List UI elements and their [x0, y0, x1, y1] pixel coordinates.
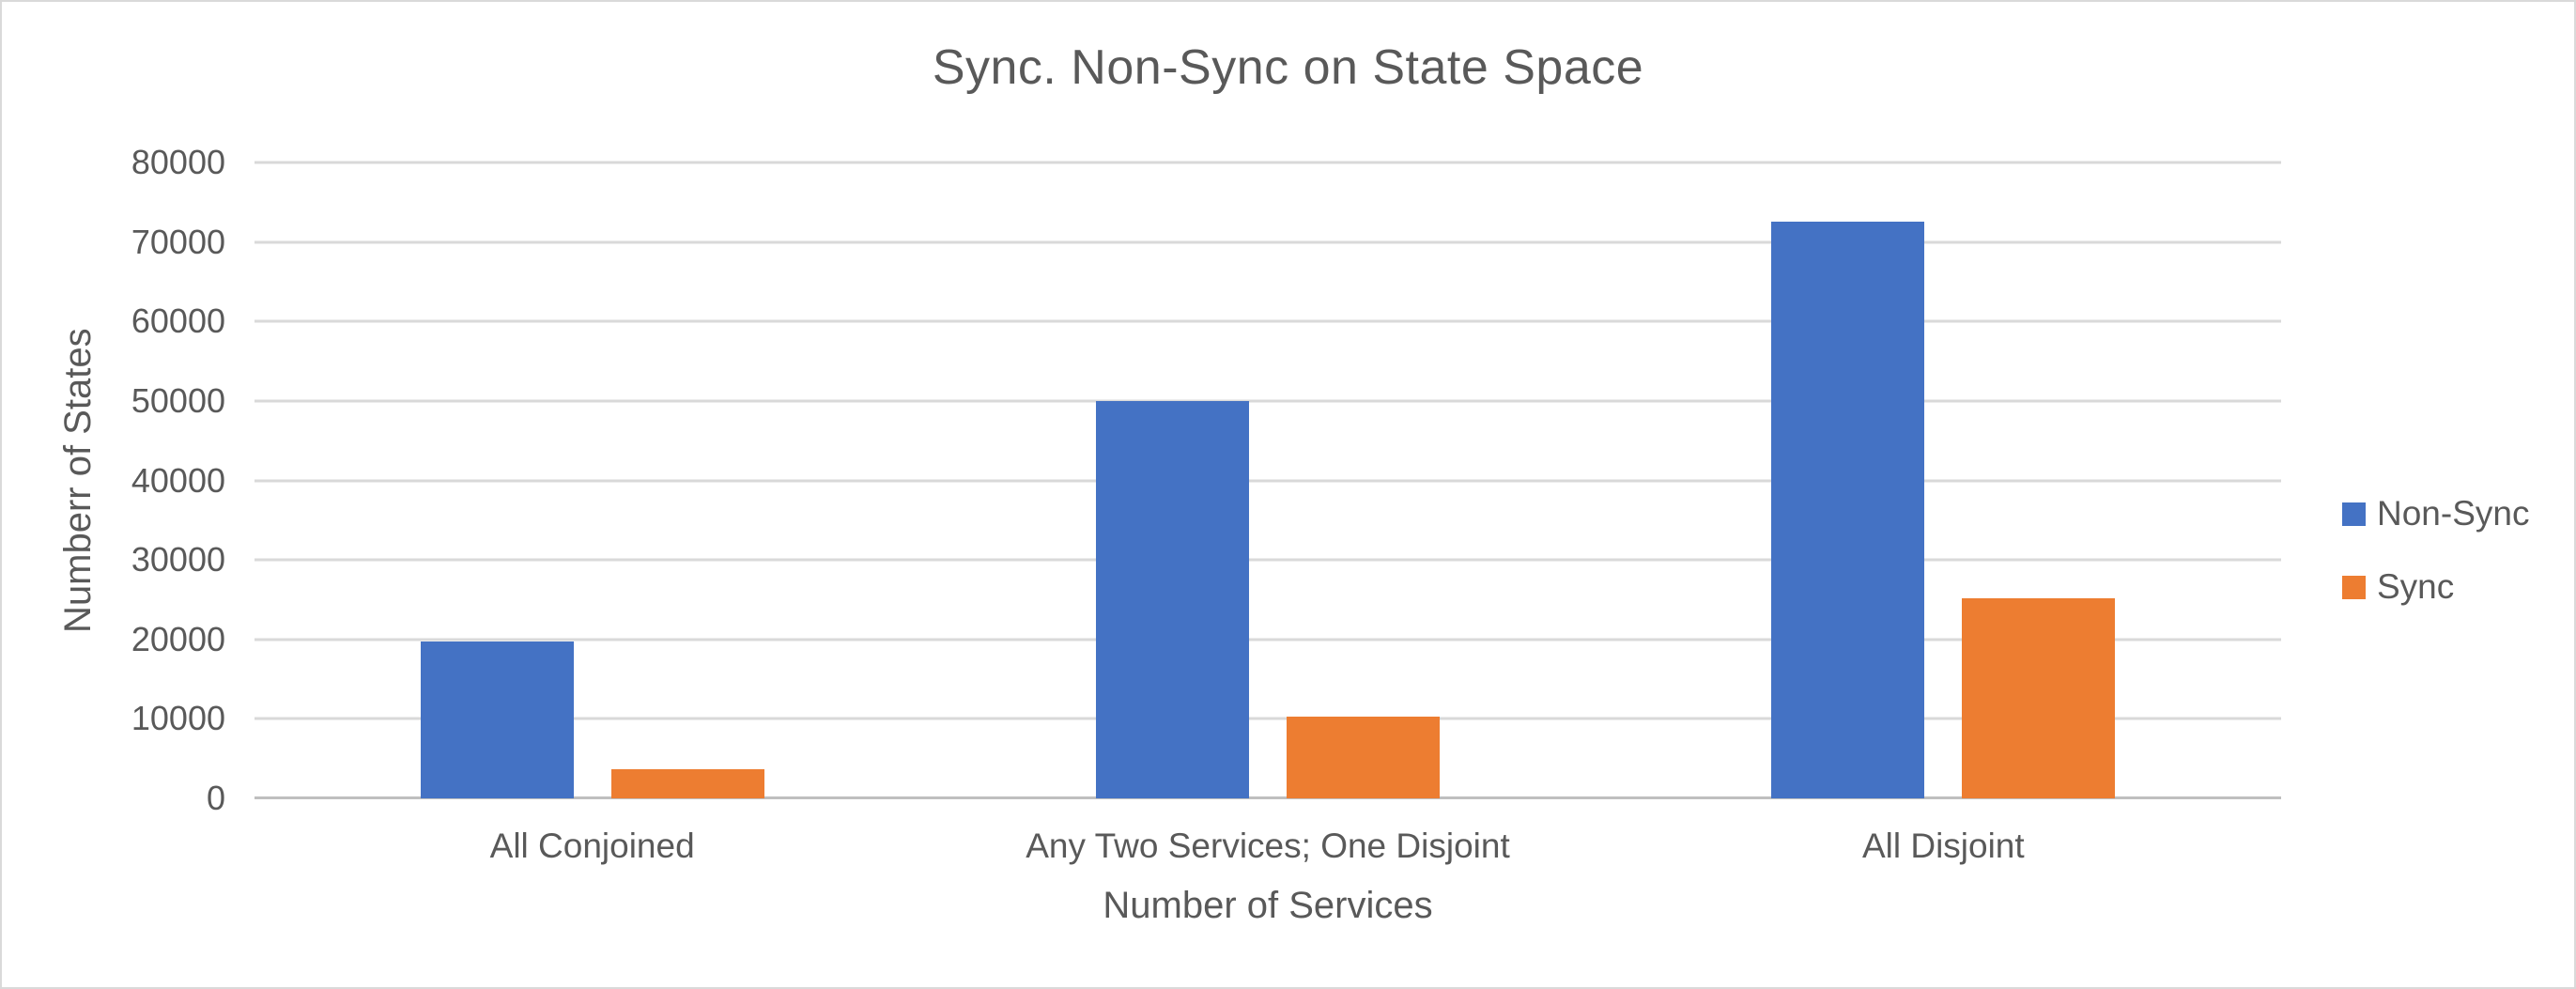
legend-entry-sync: Sync: [2342, 567, 2529, 607]
legend-color-swatch-sync: [2342, 575, 2366, 599]
gridline-80000: [255, 161, 2281, 164]
x-category-label-3: All Disjoint: [1861, 827, 2025, 865]
y-tick-label-80000: 80000: [131, 143, 225, 181]
legend-color-swatch-non-sync: [2342, 502, 2366, 526]
gridline-60000: [255, 319, 2281, 323]
gridline-70000: [255, 240, 2281, 244]
bar-non-sync-2: [1095, 400, 1249, 798]
legend-label-non-sync: Non-Sync: [2377, 494, 2530, 533]
y-tick-label-40000: 40000: [131, 460, 225, 500]
legend-label-sync: Sync: [2377, 567, 2455, 606]
bar-sync-1: [610, 768, 764, 798]
x-axis-category-labels: All Conjoined Any Two Services; One Disjo…: [255, 827, 2281, 866]
bar-group-2: [930, 162, 1605, 798]
y-tick-label-50000: 50000: [131, 380, 225, 420]
y-tick-label-0: 0: [206, 779, 225, 817]
legend-entry-non-sync: Non-Sync: [2342, 494, 2529, 533]
bar-group-1: [255, 162, 930, 798]
x-axis-line: [255, 796, 2281, 799]
bar-group-3: [1606, 162, 2281, 798]
gridline-20000: [255, 638, 2281, 641]
y-tick-label-20000: 20000: [131, 619, 225, 658]
bar-non-sync-1: [420, 641, 574, 798]
gridline-50000: [255, 399, 2281, 403]
bar-sync-3: [1962, 597, 2116, 798]
gridline-40000: [255, 479, 2281, 482]
x-category-label-2: Any Two Services; One Disjoint: [1026, 827, 1510, 865]
y-tick-label-30000: 30000: [131, 540, 225, 579]
gridline-10000: [255, 717, 2281, 720]
gridline-30000: [255, 558, 2281, 562]
legend: Non-Sync Sync: [2342, 494, 2529, 607]
y-tick-label-70000: 70000: [131, 222, 225, 261]
y-axis-tick-labels: 0 10000 20000 30000 40000 50000 60000 70000 8000…: [2, 143, 225, 817]
bar-non-sync-3: [1771, 222, 1925, 798]
x-axis-title: Number of Services: [1103, 885, 1433, 926]
chart-title: Sync. Non-Sync on State Space: [932, 40, 1644, 95]
plot-area: [255, 161, 2281, 799]
x-category-label-1: All Conjoined: [489, 827, 695, 865]
bar-sync-2: [1286, 716, 1440, 798]
y-tick-label-10000: 10000: [131, 699, 225, 738]
y-tick-label-60000: 60000: [131, 301, 225, 341]
